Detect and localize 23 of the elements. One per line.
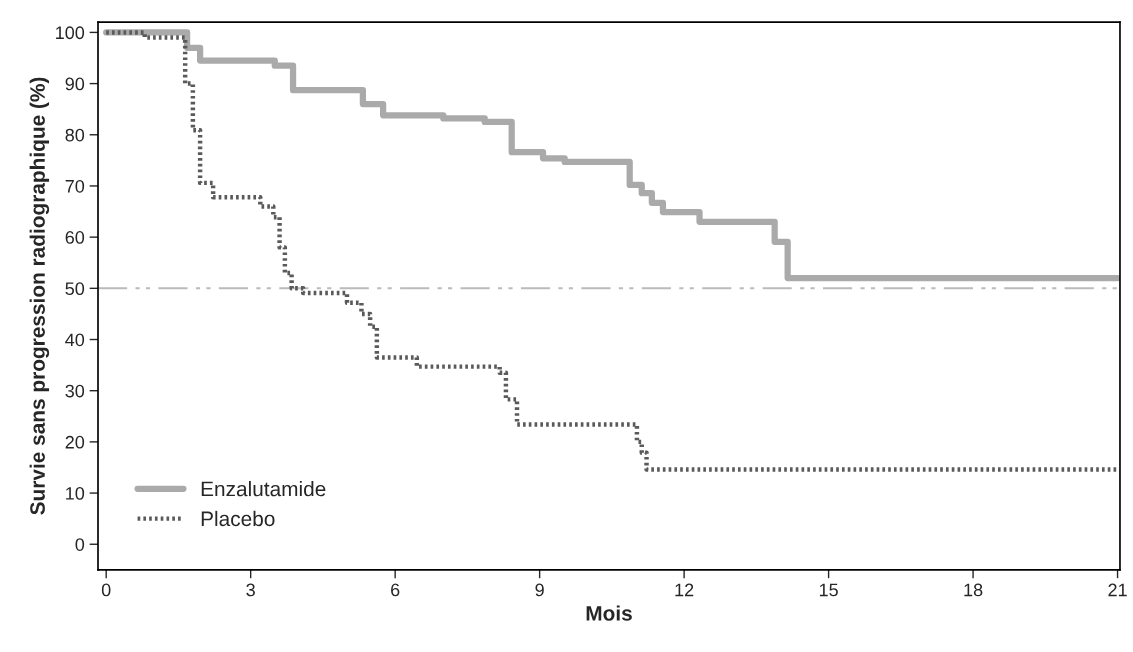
x-tick-label: 18 xyxy=(964,583,983,597)
x-tick-label: 6 xyxy=(391,583,400,597)
y-tick-label: 40 xyxy=(65,333,85,347)
x-tick-label: 21 xyxy=(1108,583,1127,597)
x-tick-label: 0 xyxy=(101,583,111,597)
legend-label: Placebo xyxy=(201,510,275,527)
y-tick-label: 0 xyxy=(75,538,85,551)
y-tick-label: 30 xyxy=(65,384,85,398)
x-tick-label: 3 xyxy=(246,583,255,597)
x-tick-label: 12 xyxy=(675,583,694,597)
y-tick-label: 20 xyxy=(65,435,85,449)
x-tick-label: 15 xyxy=(819,583,838,597)
y-axis-title: Survie sans progression radiographique (%) xyxy=(29,77,50,515)
y-tick-label: 70 xyxy=(65,179,85,193)
y-tick-label: 50 xyxy=(65,282,85,296)
y-tick-label: 100 xyxy=(56,26,85,40)
y-tick-label: 90 xyxy=(65,77,85,91)
x-axis-title: Mois xyxy=(586,605,632,621)
x-tick-label: 9 xyxy=(535,583,544,597)
legend-label: Enzalutamide xyxy=(201,481,326,497)
y-tick-label: 60 xyxy=(65,231,85,244)
y-tick-label: 10 xyxy=(66,487,85,500)
y-tick-label: 80 xyxy=(65,128,85,142)
